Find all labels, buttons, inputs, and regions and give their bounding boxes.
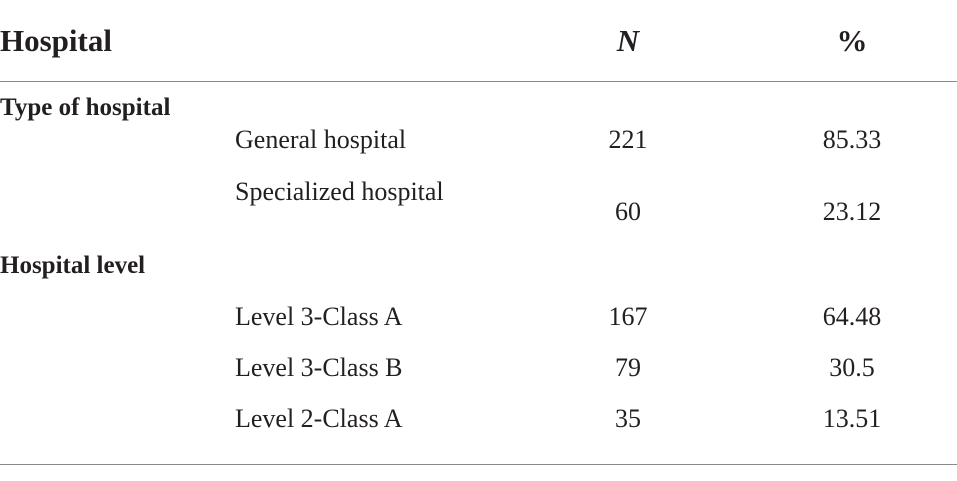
row-label: Level 3-Class A [235,302,403,331]
row-percent: 13.51 [822,404,882,433]
row-percent: 30.5 [829,353,875,382]
bottom-rule [0,464,957,465]
header-n: N [616,23,640,58]
row-label: Level 3-Class B [235,353,403,382]
row-n: 167 [608,302,648,331]
row-label: Level 2-Class A [235,404,403,433]
row-label: General hospital [235,125,407,154]
header-rule [0,81,957,82]
row-percent: 23.12 [822,197,882,226]
row-n: 79 [615,353,641,382]
row-percent: 85.33 [822,125,882,154]
row-label: Specialized hospital [235,177,444,206]
row-percent: 64.48 [822,302,882,331]
header-hospital: Hospital [0,23,112,58]
group-label-type-of-hospital: Type of hospital [0,94,171,121]
row-n: 60 [615,197,641,226]
row-n: 35 [615,404,641,433]
header-percent: % [836,23,868,58]
row-n: 221 [608,125,648,154]
group-label-hospital-level: Hospital level [0,252,146,279]
